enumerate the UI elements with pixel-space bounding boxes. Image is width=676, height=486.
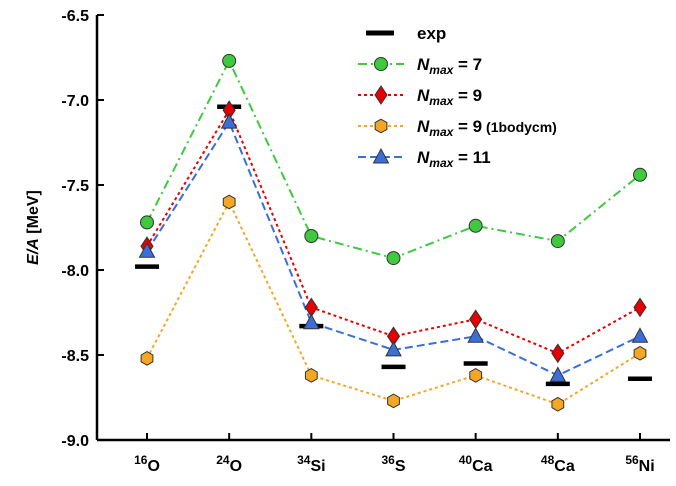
data-point-circle: [374, 57, 388, 71]
markers-diamond: [140, 100, 647, 364]
x-tick-label: 34Si: [297, 453, 325, 475]
data-point-diamond: [633, 297, 647, 318]
data-point-hexagon: [551, 396, 565, 412]
data-point-triangle: [220, 113, 238, 129]
legend: exp Nmax = 7 Nmax = 9 Nmax = 9 (1bodycm) Nma…: [358, 24, 557, 170]
data-point-triangle: [138, 242, 156, 258]
data-point-hexagon: [140, 351, 154, 366]
x-tick-label: 48Ca: [541, 453, 575, 475]
data-point-hexagon: [387, 393, 400, 409]
legend-label: exp: [417, 24, 446, 43]
y-tick-label: -6.5: [61, 8, 89, 25]
x-tick-label: 24O: [216, 453, 242, 475]
legend-entry: Nmax = 7: [358, 55, 482, 77]
data-point-hexagon: [304, 368, 318, 383]
data-point-circle: [140, 215, 154, 230]
data-point-circle: [386, 251, 401, 266]
data-point-triangle: [372, 147, 390, 164]
y-tick-label: -7.0: [61, 93, 89, 110]
markers-hexagon: [140, 194, 647, 412]
x-tick-label: 16O: [134, 453, 160, 475]
legend-entry: Nmax = 11: [358, 147, 491, 170]
data-point-hexagon: [469, 368, 483, 383]
data-point-circle: [468, 218, 483, 233]
series-diamond: [146, 107, 641, 355]
legend-entry: exp: [366, 24, 446, 43]
data-point-triangle: [302, 313, 320, 330]
legend-entry: Nmax = 9 (1bodycm): [358, 117, 557, 139]
y-tick-label: -9.0: [61, 433, 89, 450]
legend-label: Nmax = 11: [417, 148, 491, 170]
series-layer: [135, 53, 652, 412]
series-line: [146, 199, 641, 406]
data-point-hexagon: [374, 118, 388, 134]
data-point-circle: [222, 53, 237, 68]
series-line: [146, 107, 641, 355]
data-point-triangle: [631, 327, 649, 343]
data-point-hexagon: [222, 194, 236, 210]
axes-layer: [95, 15, 670, 442]
y-axis-label: E/A [MeV]: [25, 190, 42, 265]
legend-label: Nmax = 9: [417, 86, 482, 108]
series-circle: [146, 58, 641, 260]
legend-label: Nmax = 9 (1bodycm): [417, 117, 557, 139]
data-point-triangle: [549, 366, 567, 382]
data-point-diamond: [374, 85, 388, 105]
y-tick-label: -8.5: [61, 348, 89, 365]
data-point-circle: [633, 167, 647, 182]
data-point-triangle: [467, 327, 485, 343]
y-tick-label: -7.5: [61, 178, 89, 195]
data-point-circle: [550, 234, 565, 249]
data-point-hexagon: [633, 345, 647, 361]
series-line: [146, 58, 641, 260]
data-point-triangle: [385, 340, 402, 357]
data-point-diamond: [469, 309, 483, 330]
data-point-circle: [304, 229, 319, 243]
series-hexagon: [146, 199, 641, 406]
markers-circle: [140, 53, 647, 266]
x-tick-label: 40Ca: [459, 453, 493, 475]
markers-triangle: [138, 113, 649, 382]
x-tick-label: 36S: [381, 453, 405, 475]
y-tick-label: -8.0: [61, 263, 89, 280]
x-tick-label: 56Ni: [625, 453, 654, 475]
tick-layer: -9.0 -8.5 -8.0 -7.5 -7.0 -6.5 16O 24O 34Si 36S 40C…: [61, 8, 654, 475]
legend-label: Nmax = 7: [417, 55, 482, 77]
data-point-diamond: [551, 343, 565, 364]
legend-entry: Nmax = 9: [358, 85, 482, 108]
